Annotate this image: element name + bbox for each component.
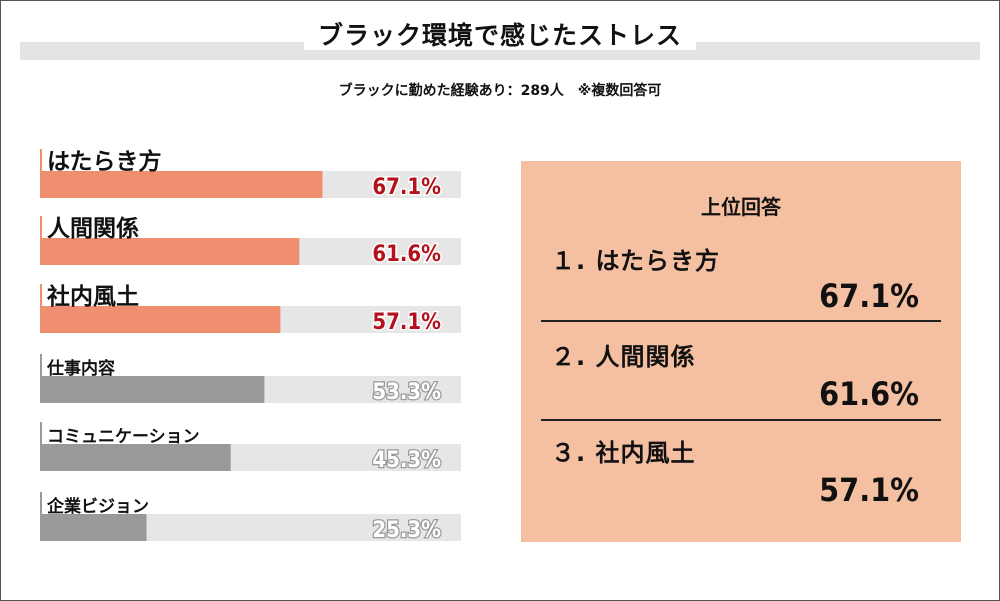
rank-divider (541, 419, 941, 421)
value-label: 45.3% (372, 448, 441, 473)
bar (40, 171, 323, 198)
title-band (20, 42, 980, 60)
bar (40, 444, 231, 471)
chart-title-wrap: ブラック環境で感じたストレス (0, 16, 1000, 52)
rank-divider (541, 320, 941, 322)
category-label: 社内風土 (47, 283, 139, 310)
bar-label-tick (40, 284, 42, 306)
bar-label-tick (40, 492, 42, 514)
bar-label-tick (40, 216, 42, 238)
top-answers-heading: 上位回答 (701, 195, 781, 219)
category-label: 仕事内容 (46, 358, 115, 379)
bar (40, 306, 281, 333)
top-answers-panel: 上位回答 １. はたらき方 67.1% ２. 人間関係 61.6% ３. 社内風… (521, 161, 961, 542)
value-label: 61.6% (372, 242, 441, 267)
value-label: 25.3% (372, 518, 441, 543)
category-label: 人間関係 (47, 216, 139, 242)
category-label: コミュニケーション (47, 427, 200, 447)
chart-title: ブラック環境で感じたストレス (303, 21, 696, 50)
value-label: 57.1% (372, 310, 441, 335)
category-label: はたらき方 (47, 148, 162, 175)
bar (40, 376, 265, 403)
value-label: 53.3% (372, 380, 441, 405)
category-label: 企業ビジョン (46, 496, 149, 517)
bar-label-tick (40, 422, 42, 444)
bar-label-tick (40, 149, 42, 171)
bar-label-tick (40, 354, 42, 376)
rank-3-value: 57.1% (819, 471, 919, 509)
bar (40, 238, 300, 265)
chart-subtitle: ブラックに勤めた経験あり：289人 ※複数回答可 (338, 83, 662, 99)
bar (40, 514, 147, 541)
rank-1-value: 67.1% (819, 277, 919, 315)
rank-3-label: ３. 社内風土 (551, 439, 696, 467)
rank-1-label: １. はたらき方 (551, 247, 720, 275)
rank-2-label: ２. 人間関係 (551, 343, 696, 371)
rank-2-value: 61.6% (819, 375, 919, 413)
value-label: 67.1% (372, 175, 441, 200)
